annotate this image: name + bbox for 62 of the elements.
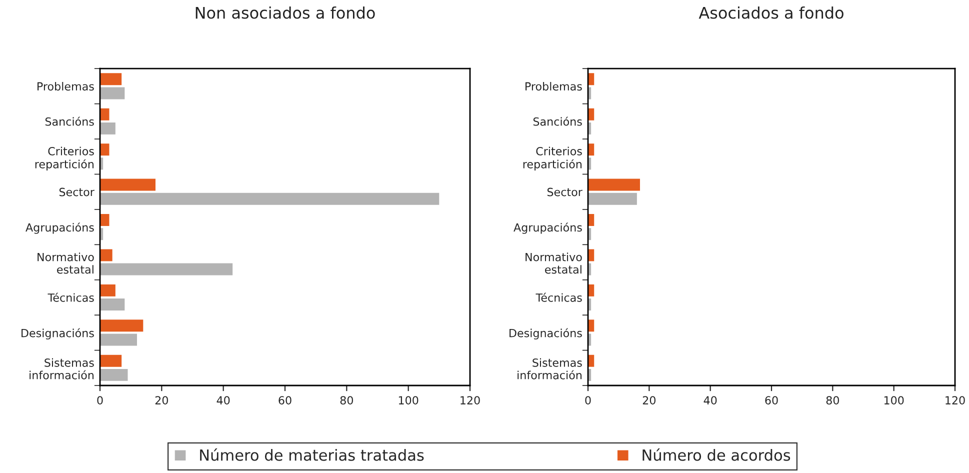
- x-tick-label: 0: [97, 396, 103, 405]
- bar: [100, 334, 137, 346]
- bar: [588, 73, 594, 86]
- y-tick-label: Criterios repartición: [35, 146, 94, 171]
- x-tick-label: 20: [155, 396, 168, 405]
- y-tick-label: Técnicas: [48, 292, 94, 302]
- bar: [100, 214, 110, 226]
- bar: [588, 144, 594, 156]
- bar: [100, 354, 122, 367]
- y-tick-label: Agrupacións: [26, 222, 94, 234]
- bar: [100, 249, 112, 262]
- bar: [588, 108, 594, 120]
- y-tick-label: Técnicas: [536, 292, 582, 302]
- y-tick-label: Sector: [547, 188, 582, 196]
- bar: [588, 284, 594, 296]
- x-tick-label: 60: [278, 396, 292, 405]
- x-tick-label: 40: [216, 396, 230, 405]
- bar: [588, 214, 594, 226]
- y-tick-label: Designacións: [22, 328, 94, 340]
- y-tick-label: Problemas: [526, 82, 582, 91]
- y-tick-label: Criterios repartición: [523, 146, 582, 171]
- x-tick-label: 120: [460, 396, 480, 405]
- y-tick-label: Problemas: [38, 82, 94, 91]
- y-tick-label: Agrupacións: [514, 222, 582, 234]
- x-tick-label: 100: [884, 396, 904, 405]
- legend-label: Número de materias tratadas: [200, 448, 424, 461]
- bar: [100, 192, 440, 205]
- y-tick-label: Normativo estatal: [526, 252, 582, 274]
- y-tick-label: Designacións: [510, 328, 582, 340]
- bar: [588, 320, 594, 332]
- y-tick-label: Normativo estatal: [38, 252, 94, 274]
- bar: [100, 87, 125, 100]
- bar: [100, 108, 110, 120]
- bar: [100, 178, 156, 191]
- bar: [100, 144, 110, 156]
- y-tick-label: Sistemas información: [30, 358, 94, 380]
- x-tick-label: 80: [826, 396, 839, 405]
- x-tick-label: 80: [340, 396, 353, 405]
- bar: [100, 284, 116, 296]
- bar: [100, 263, 233, 276]
- x-tick-label: 0: [585, 396, 591, 405]
- chart-title: Non asociados a fondo: [196, 6, 375, 19]
- bar: [100, 368, 128, 381]
- legend-label: Número de acordos: [642, 448, 790, 461]
- bar: [100, 298, 125, 310]
- x-tick-label: 40: [704, 396, 717, 405]
- bar: [588, 249, 594, 262]
- bar: [100, 320, 144, 332]
- y-tick-label: Sancións: [45, 116, 94, 126]
- x-tick-label: 120: [946, 396, 965, 405]
- bar: [100, 122, 116, 134]
- x-tick-label: 20: [642, 396, 656, 405]
- bar: [100, 73, 122, 86]
- bar: [588, 354, 594, 367]
- y-tick-label: Sector: [59, 188, 94, 196]
- chart-title: Asociados a fondo: [698, 6, 844, 19]
- x-tick-label: 100: [398, 396, 418, 405]
- bar: [588, 178, 640, 191]
- y-tick-label: Sistemas información: [518, 358, 582, 380]
- y-tick-label: Sancións: [533, 116, 582, 126]
- bar: [588, 192, 637, 205]
- x-tick-label: 60: [765, 396, 778, 405]
